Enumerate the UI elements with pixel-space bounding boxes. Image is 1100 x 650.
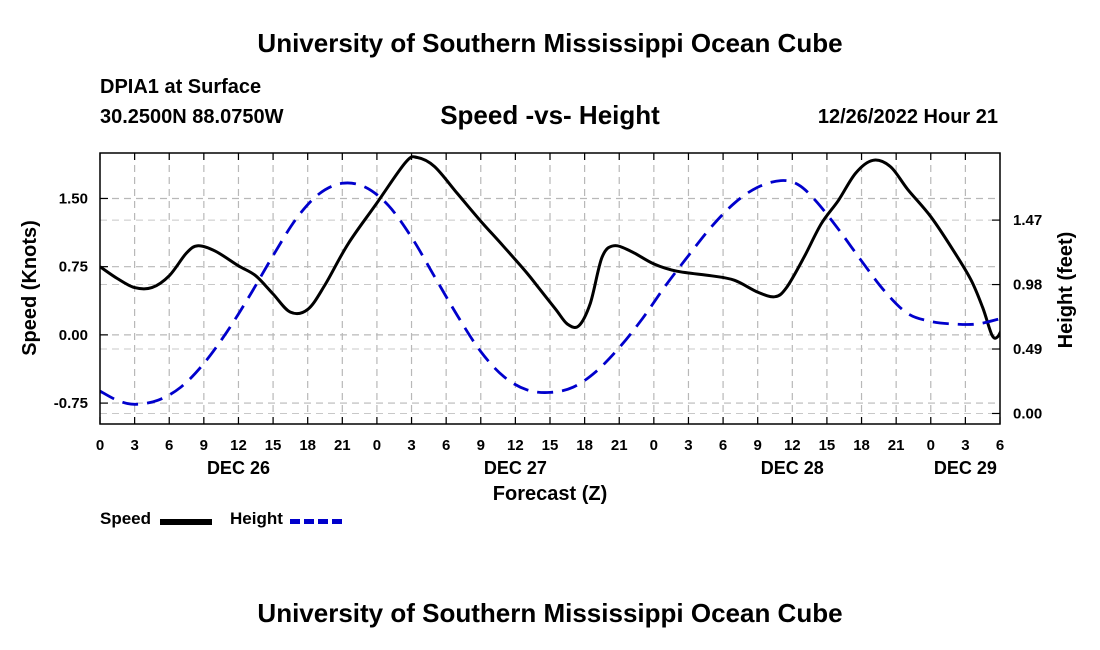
- x-tick-label: 15: [542, 437, 559, 454]
- x-tick-label: 0: [96, 437, 104, 454]
- y-right-tick-label: 0.49: [1013, 341, 1042, 358]
- x-tick-label: 0: [927, 437, 935, 454]
- x-tick-label: 6: [996, 437, 1004, 454]
- y-left-tick-label: 0.75: [59, 259, 88, 276]
- y-right-tick-label: 0.00: [1013, 405, 1042, 422]
- x-tick-label: 0: [373, 437, 381, 454]
- x-tick-label: 3: [684, 437, 692, 454]
- station-coordinates: 30.2500N 88.0750W: [100, 106, 284, 128]
- station-label: DPIA1 at Surface: [100, 76, 262, 98]
- series-line-speed: [100, 155, 1000, 340]
- x-day-label: DEC 29: [934, 458, 997, 478]
- x-tick-label: 6: [165, 437, 173, 454]
- legend-speed-label: Speed: [100, 509, 152, 528]
- x-tick-label: 12: [230, 437, 247, 454]
- series-line-height: [100, 179, 1000, 406]
- y-left-tick-label: -0.75: [54, 395, 88, 412]
- x-tick-label: 21: [888, 437, 905, 454]
- x-tick-label: 3: [130, 437, 138, 454]
- x-tick-label: 9: [754, 437, 762, 454]
- x-tick-label: 3: [407, 437, 415, 454]
- x-tick-label: 15: [819, 437, 836, 454]
- x-tick-label: 12: [784, 437, 801, 454]
- x-tick-label: 9: [477, 437, 485, 454]
- x-axis-label: Forecast (Z): [493, 483, 607, 505]
- x-tick-label: 0: [650, 437, 658, 454]
- x-day-label: DEC 27: [484, 458, 547, 478]
- footer-title: University of Southern Mississippi Ocean…: [257, 598, 843, 628]
- x-day-label: DEC 26: [207, 458, 270, 478]
- y-axis-left-label: Speed (Knots): [19, 220, 41, 356]
- chart-title: Speed -vs- Height: [440, 100, 660, 130]
- page-title: University of Southern Mississippi Ocean…: [257, 28, 843, 58]
- x-tick-label: 3: [961, 437, 969, 454]
- x-tick-label: 12: [507, 437, 524, 454]
- x-tick-label: 6: [719, 437, 727, 454]
- x-tick-label: 21: [611, 437, 628, 454]
- x-tick-label: 18: [576, 437, 593, 454]
- run-time: 12/26/2022 Hour 21: [817, 106, 998, 128]
- x-tick-label: 18: [299, 437, 316, 454]
- y-left-tick-label: 0.00: [59, 327, 88, 344]
- x-tick-label: 15: [265, 437, 282, 454]
- x-day-label: DEC 28: [761, 458, 824, 478]
- legend-height-swatch: [290, 519, 342, 524]
- x-tick-label: 18: [853, 437, 870, 454]
- y-left-tick-label: 1.50: [59, 190, 88, 207]
- legend-height-label: Height: [230, 509, 283, 528]
- x-tick-label: 21: [334, 437, 351, 454]
- x-tick-label: 6: [442, 437, 450, 454]
- y-axis-right-label: Height (feet): [1055, 232, 1077, 349]
- legend-speed-swatch: [160, 519, 212, 525]
- y-right-tick-label: 1.47: [1013, 212, 1042, 229]
- x-tick-label: 9: [200, 437, 208, 454]
- y-right-tick-label: 0.98: [1013, 277, 1042, 294]
